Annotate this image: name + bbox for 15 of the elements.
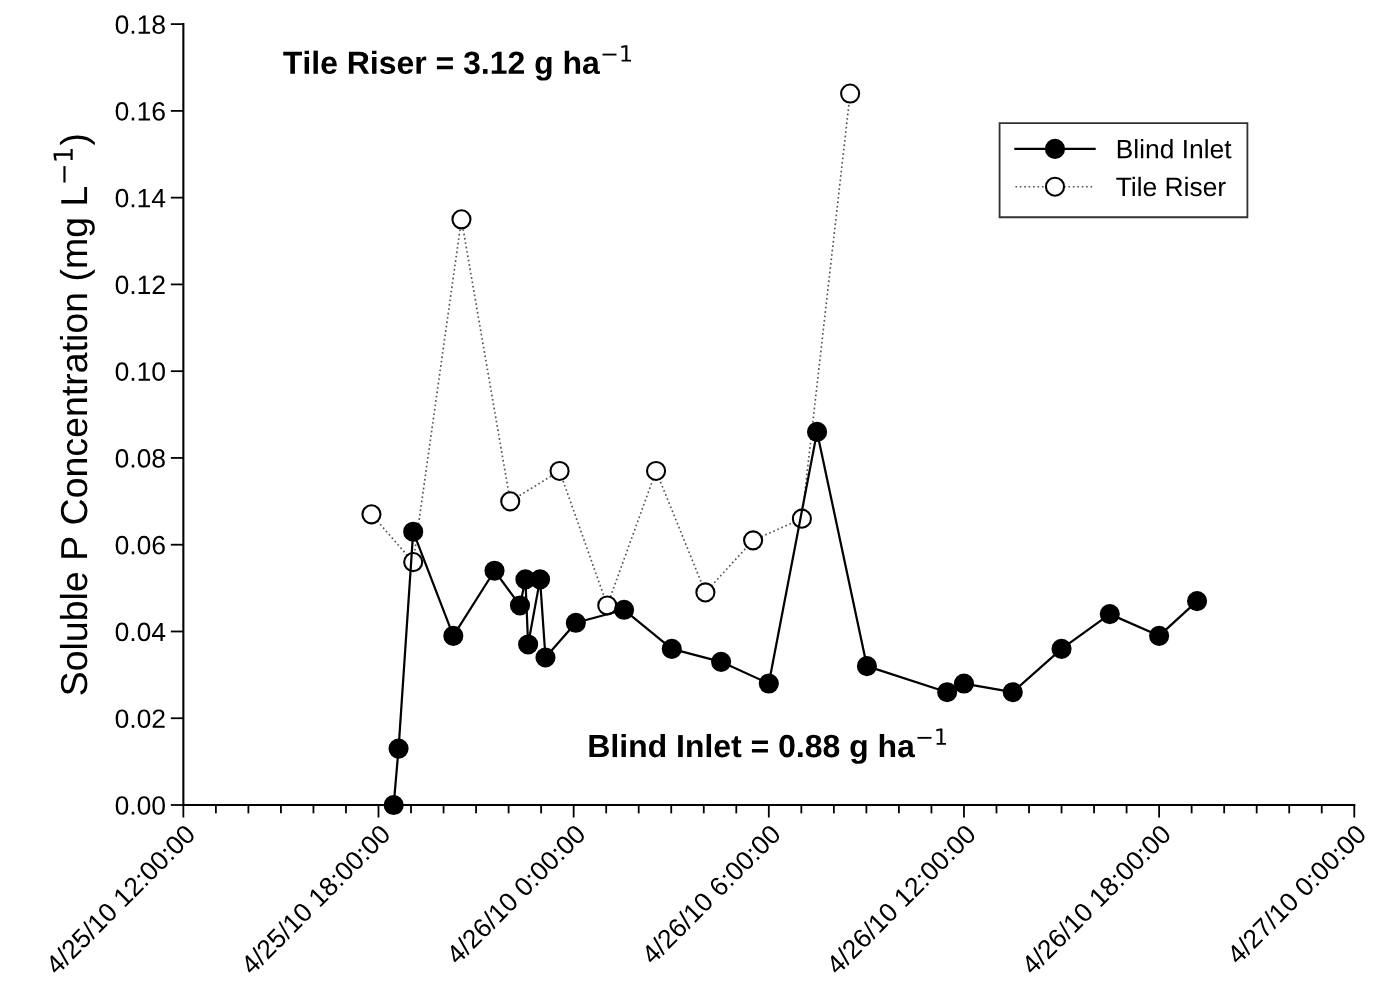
y-tick-label: 0.02 xyxy=(115,709,165,729)
annotation: Blind Inlet = 0.88 g ha$^{−1}$ xyxy=(589,728,947,764)
y-tick-label: 0.00 xyxy=(115,796,165,815)
y-tick-label: 0.04 xyxy=(115,622,166,642)
annotation: Tile Riser = 3.12 g ha$^{−1}$ xyxy=(283,45,632,81)
y-tick-label: 0.18 xyxy=(115,15,165,34)
legend-label: Blind Inlet xyxy=(1117,139,1232,159)
y-tick-label: 0.06 xyxy=(115,535,165,555)
legend-label: Tile Riser xyxy=(1116,176,1226,197)
y-axis-title: Soluble P Concentration (mg L$^{−1}$) xyxy=(53,135,95,695)
y-tick-label: 0.14 xyxy=(115,188,166,208)
y-tick-label: 0.10 xyxy=(115,362,165,381)
y-tick-label: 0.12 xyxy=(115,275,165,295)
y-tick-label: 0.08 xyxy=(115,449,165,468)
y-tick-label: 0.16 xyxy=(115,102,165,121)
